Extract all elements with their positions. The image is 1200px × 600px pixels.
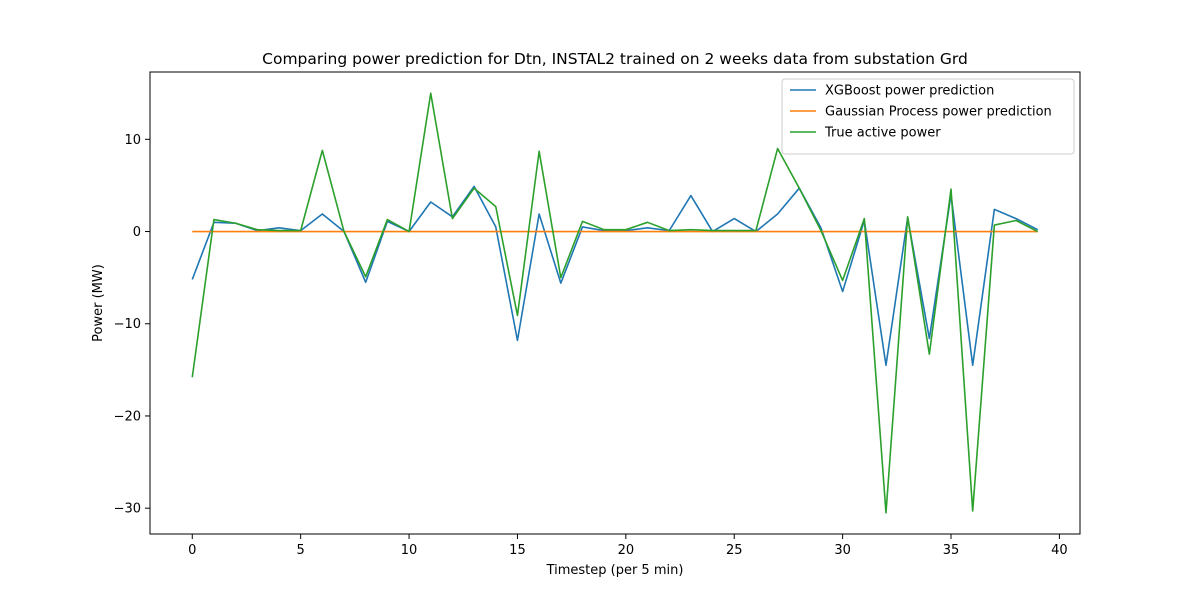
series-line-3 <box>191 92 1039 514</box>
y-tick-label: −30 <box>114 502 141 517</box>
plot-frame <box>149 71 1081 535</box>
y-tick-label: −10 <box>114 317 141 332</box>
legend-entry: True active power <box>824 126 941 141</box>
y-tick-label: 10 <box>124 133 141 148</box>
x-tick-label: 30 <box>834 543 851 558</box>
series-line-1 <box>191 185 1039 367</box>
x-tick-label: 0 <box>188 543 196 558</box>
x-axis-label: Timestep (per 5 min) <box>546 563 684 578</box>
y-axis-label: Power (MW) <box>91 264 106 342</box>
x-axis: 0 5 10 15 20 25 30 35 40 <box>188 534 1068 558</box>
x-tick-label: 35 <box>943 543 960 558</box>
series-layer <box>191 92 1039 514</box>
x-tick-label: 40 <box>1051 543 1068 558</box>
legend-box <box>781 78 1075 155</box>
x-tick-label: 20 <box>618 543 635 558</box>
chart-title: Comparing power prediction for Dtn, INST… <box>262 50 968 68</box>
legend: XGBoost power prediction Gaussian Process… <box>781 78 1075 155</box>
y-tick-label: −20 <box>114 409 141 424</box>
x-tick-label: 15 <box>509 543 526 558</box>
x-tick-label: 25 <box>726 543 743 558</box>
legend-entry: Gaussian Process power prediction <box>825 105 1052 120</box>
y-tick-label: 0 <box>133 225 141 240</box>
y-axis: −30 −20 −10 0 10 <box>114 133 150 517</box>
x-tick-label: 10 <box>401 543 418 558</box>
x-tick-label: 5 <box>297 543 305 558</box>
legend-entry: XGBoost power prediction <box>825 84 994 99</box>
